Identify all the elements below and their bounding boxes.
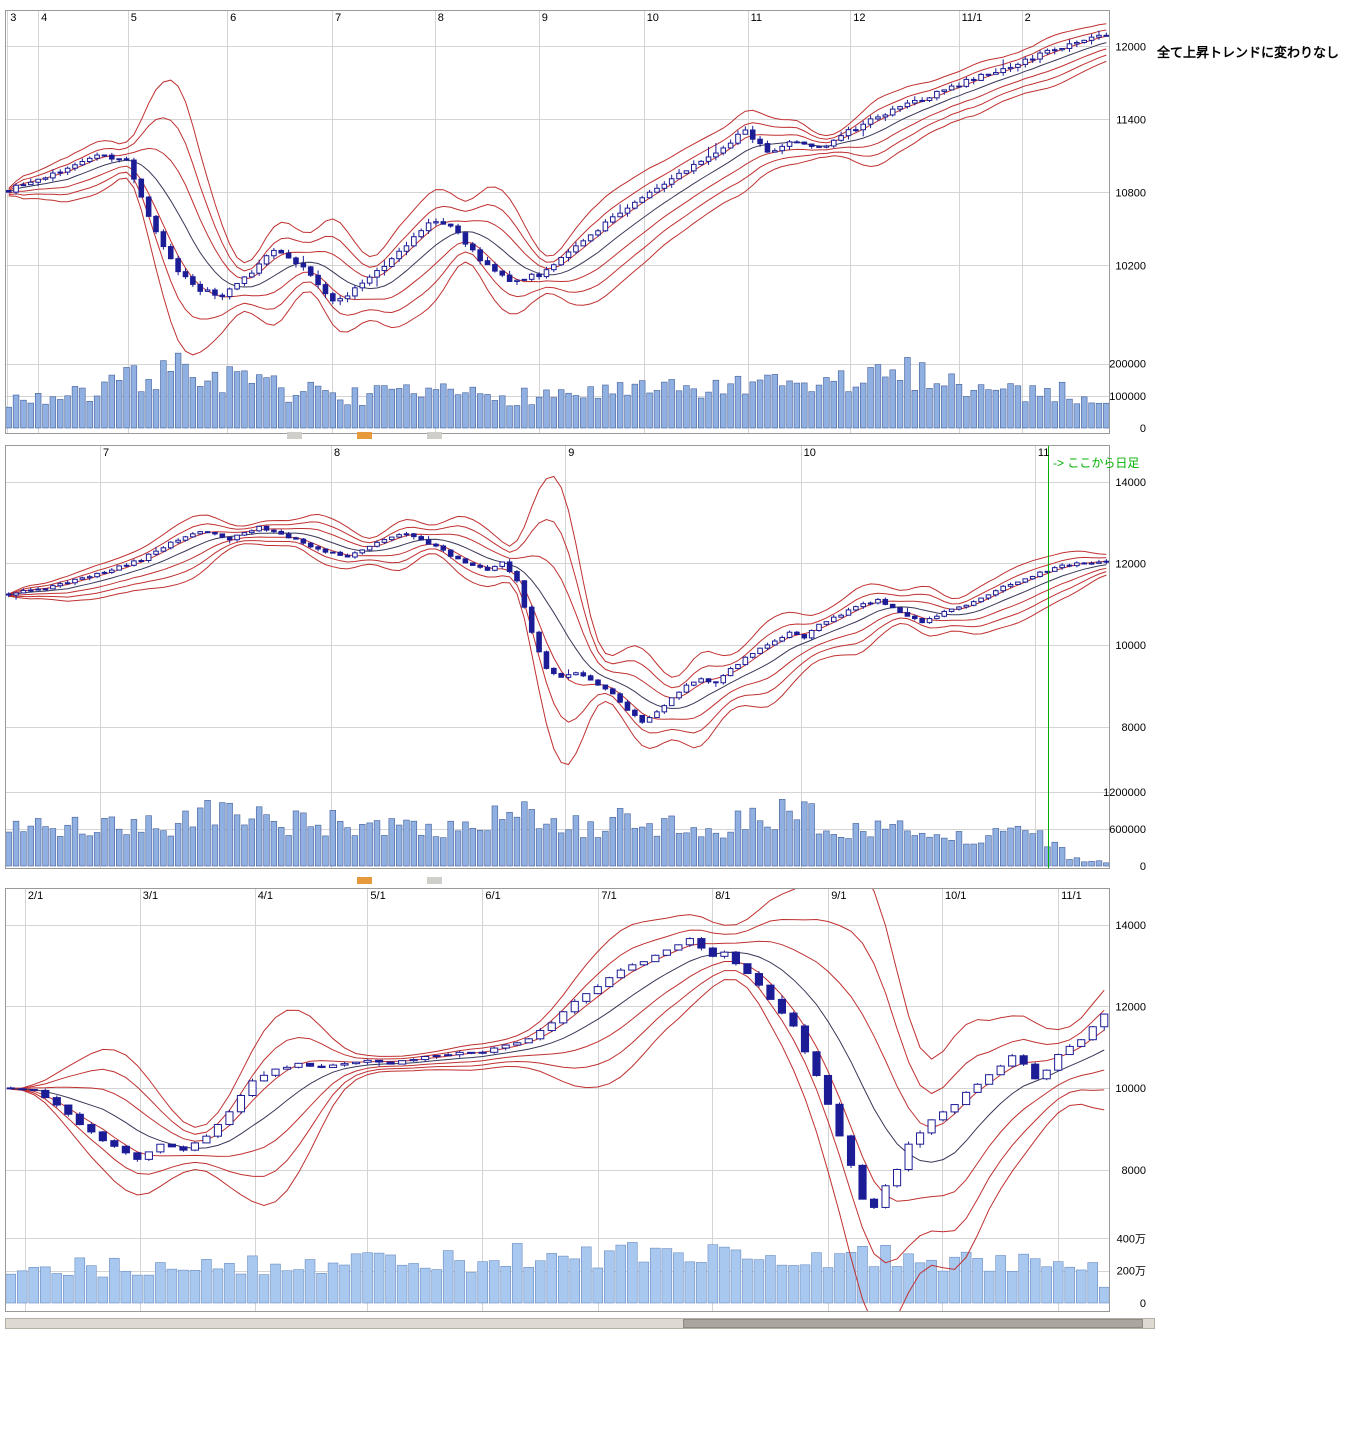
price-axis-labels: 14000 12000 10000 8000 400万 200万 0 <box>1115 920 1146 1310</box>
svg-text:8: 8 <box>438 12 444 24</box>
svg-text:11/1: 11/1 <box>1061 890 1082 902</box>
svg-text:8000: 8000 <box>1122 722 1146 734</box>
svg-text:6: 6 <box>230 12 236 24</box>
grid-lines <box>5 445 1110 869</box>
svg-text:3: 3 <box>10 12 16 24</box>
svg-text:5/1: 5/1 <box>370 890 385 902</box>
svg-text:11: 11 <box>751 12 762 24</box>
svg-text:10000: 10000 <box>1115 640 1146 652</box>
scrollbar-thumb[interactable] <box>683 1319 1143 1328</box>
volume-bars <box>5 352 1110 429</box>
x-axis-labels: 7 8 9 10 11 <box>103 447 1049 459</box>
volume-bars <box>5 1242 1110 1304</box>
svg-text:8/1: 8/1 <box>715 890 730 902</box>
candles <box>5 525 1110 724</box>
svg-text:7/1: 7/1 <box>601 890 616 902</box>
plot-border <box>5 888 1110 1312</box>
candlestick-chart-top[interactable]: 3 4 5 6 7 8 9 10 11 12 11/1 2 12000 11400 10800 10200 20… <box>5 8 1175 436</box>
svg-text:11400: 11400 <box>1116 115 1146 127</box>
svg-text:10/1: 10/1 <box>945 890 966 902</box>
bollinger-bands <box>8 23 1107 356</box>
svg-text:4/1: 4/1 <box>258 890 273 902</box>
daily-bars-start-annotation: -> ここから日足 <box>1053 456 1140 470</box>
ui-artifact <box>357 877 372 884</box>
ui-artifact <box>427 432 442 439</box>
svg-text:7: 7 <box>335 12 341 24</box>
svg-text:4: 4 <box>41 12 47 24</box>
grid-lines <box>5 10 1110 434</box>
svg-text:14000: 14000 <box>1115 477 1146 489</box>
svg-text:11: 11 <box>1038 447 1049 459</box>
chart-panel-top: 3 4 5 6 7 8 9 10 11 12 11/1 2 12000 11400 10800 10200 20… <box>5 8 1175 436</box>
x-axis-labels: 3 4 5 6 7 8 9 10 11 12 11/1 2 <box>10 12 1031 24</box>
bollinger-bands <box>8 475 1107 766</box>
ui-artifact <box>427 877 442 884</box>
uptrend-annotation: 全て上昇トレンドに変わりなし <box>1157 45 1340 60</box>
ui-artifact <box>357 432 372 439</box>
svg-text:1200000: 1200000 <box>1103 787 1146 799</box>
plot-border <box>5 445 1110 869</box>
candlestick-chart-bottom[interactable]: 2/1 3/1 4/1 5/1 6/1 7/1 8/1 9/1 10/1 11/1 14000 120… <box>5 886 1175 1314</box>
svg-text:10: 10 <box>647 12 659 24</box>
svg-text:10200: 10200 <box>1115 260 1146 272</box>
svg-text:10800: 10800 <box>1115 187 1146 199</box>
candles <box>5 30 1110 306</box>
horizontal-scrollbar[interactable] <box>5 1318 1155 1329</box>
svg-text:100000: 100000 <box>1109 391 1146 403</box>
ui-artifact <box>287 432 302 439</box>
svg-text:2: 2 <box>1025 12 1031 24</box>
svg-text:8000: 8000 <box>1122 1165 1146 1177</box>
volume-bars <box>5 799 1110 867</box>
chart-panel-middle: 7 8 9 10 11 14000 12000 10000 8000 1200000 600000 0 <box>5 443 1175 871</box>
svg-text:14000: 14000 <box>1115 920 1146 932</box>
candlestick-chart-middle[interactable]: 7 8 9 10 11 14000 12000 10000 8000 1200000 600000 0 <box>5 443 1175 871</box>
svg-text:0: 0 <box>1140 861 1146 871</box>
svg-text:7: 7 <box>103 447 109 459</box>
plot-border <box>5 10 1110 434</box>
svg-text:200000: 200000 <box>1109 359 1146 371</box>
price-axis-labels: 14000 12000 10000 8000 1200000 600000 0 <box>1103 477 1146 871</box>
svg-text:2/1: 2/1 <box>28 890 43 902</box>
grid-lines <box>5 888 1110 1312</box>
svg-text:8: 8 <box>334 447 340 459</box>
svg-text:9: 9 <box>568 447 574 459</box>
svg-text:600000: 600000 <box>1109 824 1146 836</box>
svg-text:9/1: 9/1 <box>831 890 846 902</box>
svg-text:12000: 12000 <box>1115 42 1146 54</box>
svg-text:200万: 200万 <box>1117 1266 1146 1278</box>
svg-text:11/1: 11/1 <box>962 12 983 24</box>
price-axis-labels: 12000 11400 10800 10200 200000 100000 0 <box>1109 42 1146 436</box>
svg-text:12000: 12000 <box>1115 558 1146 570</box>
svg-text:10000: 10000 <box>1115 1083 1146 1095</box>
svg-text:5: 5 <box>131 12 137 24</box>
bollinger-bands <box>10 888 1105 1312</box>
svg-text:400万: 400万 <box>1117 1234 1146 1246</box>
svg-text:0: 0 <box>1140 423 1146 435</box>
svg-text:3/1: 3/1 <box>143 890 158 902</box>
svg-text:10: 10 <box>804 447 816 459</box>
svg-text:0: 0 <box>1140 1298 1146 1310</box>
svg-text:12: 12 <box>853 12 865 24</box>
candles <box>6 937 1109 1210</box>
svg-text:6/1: 6/1 <box>485 890 500 902</box>
chart-panel-bottom: 2/1 3/1 4/1 5/1 6/1 7/1 8/1 9/1 10/1 11/1 14000 120… <box>5 886 1175 1314</box>
x-axis-labels: 2/1 3/1 4/1 5/1 6/1 7/1 8/1 9/1 10/1 11/1 <box>28 890 1082 902</box>
svg-text:9: 9 <box>542 12 548 24</box>
svg-text:12000: 12000 <box>1115 1001 1146 1013</box>
